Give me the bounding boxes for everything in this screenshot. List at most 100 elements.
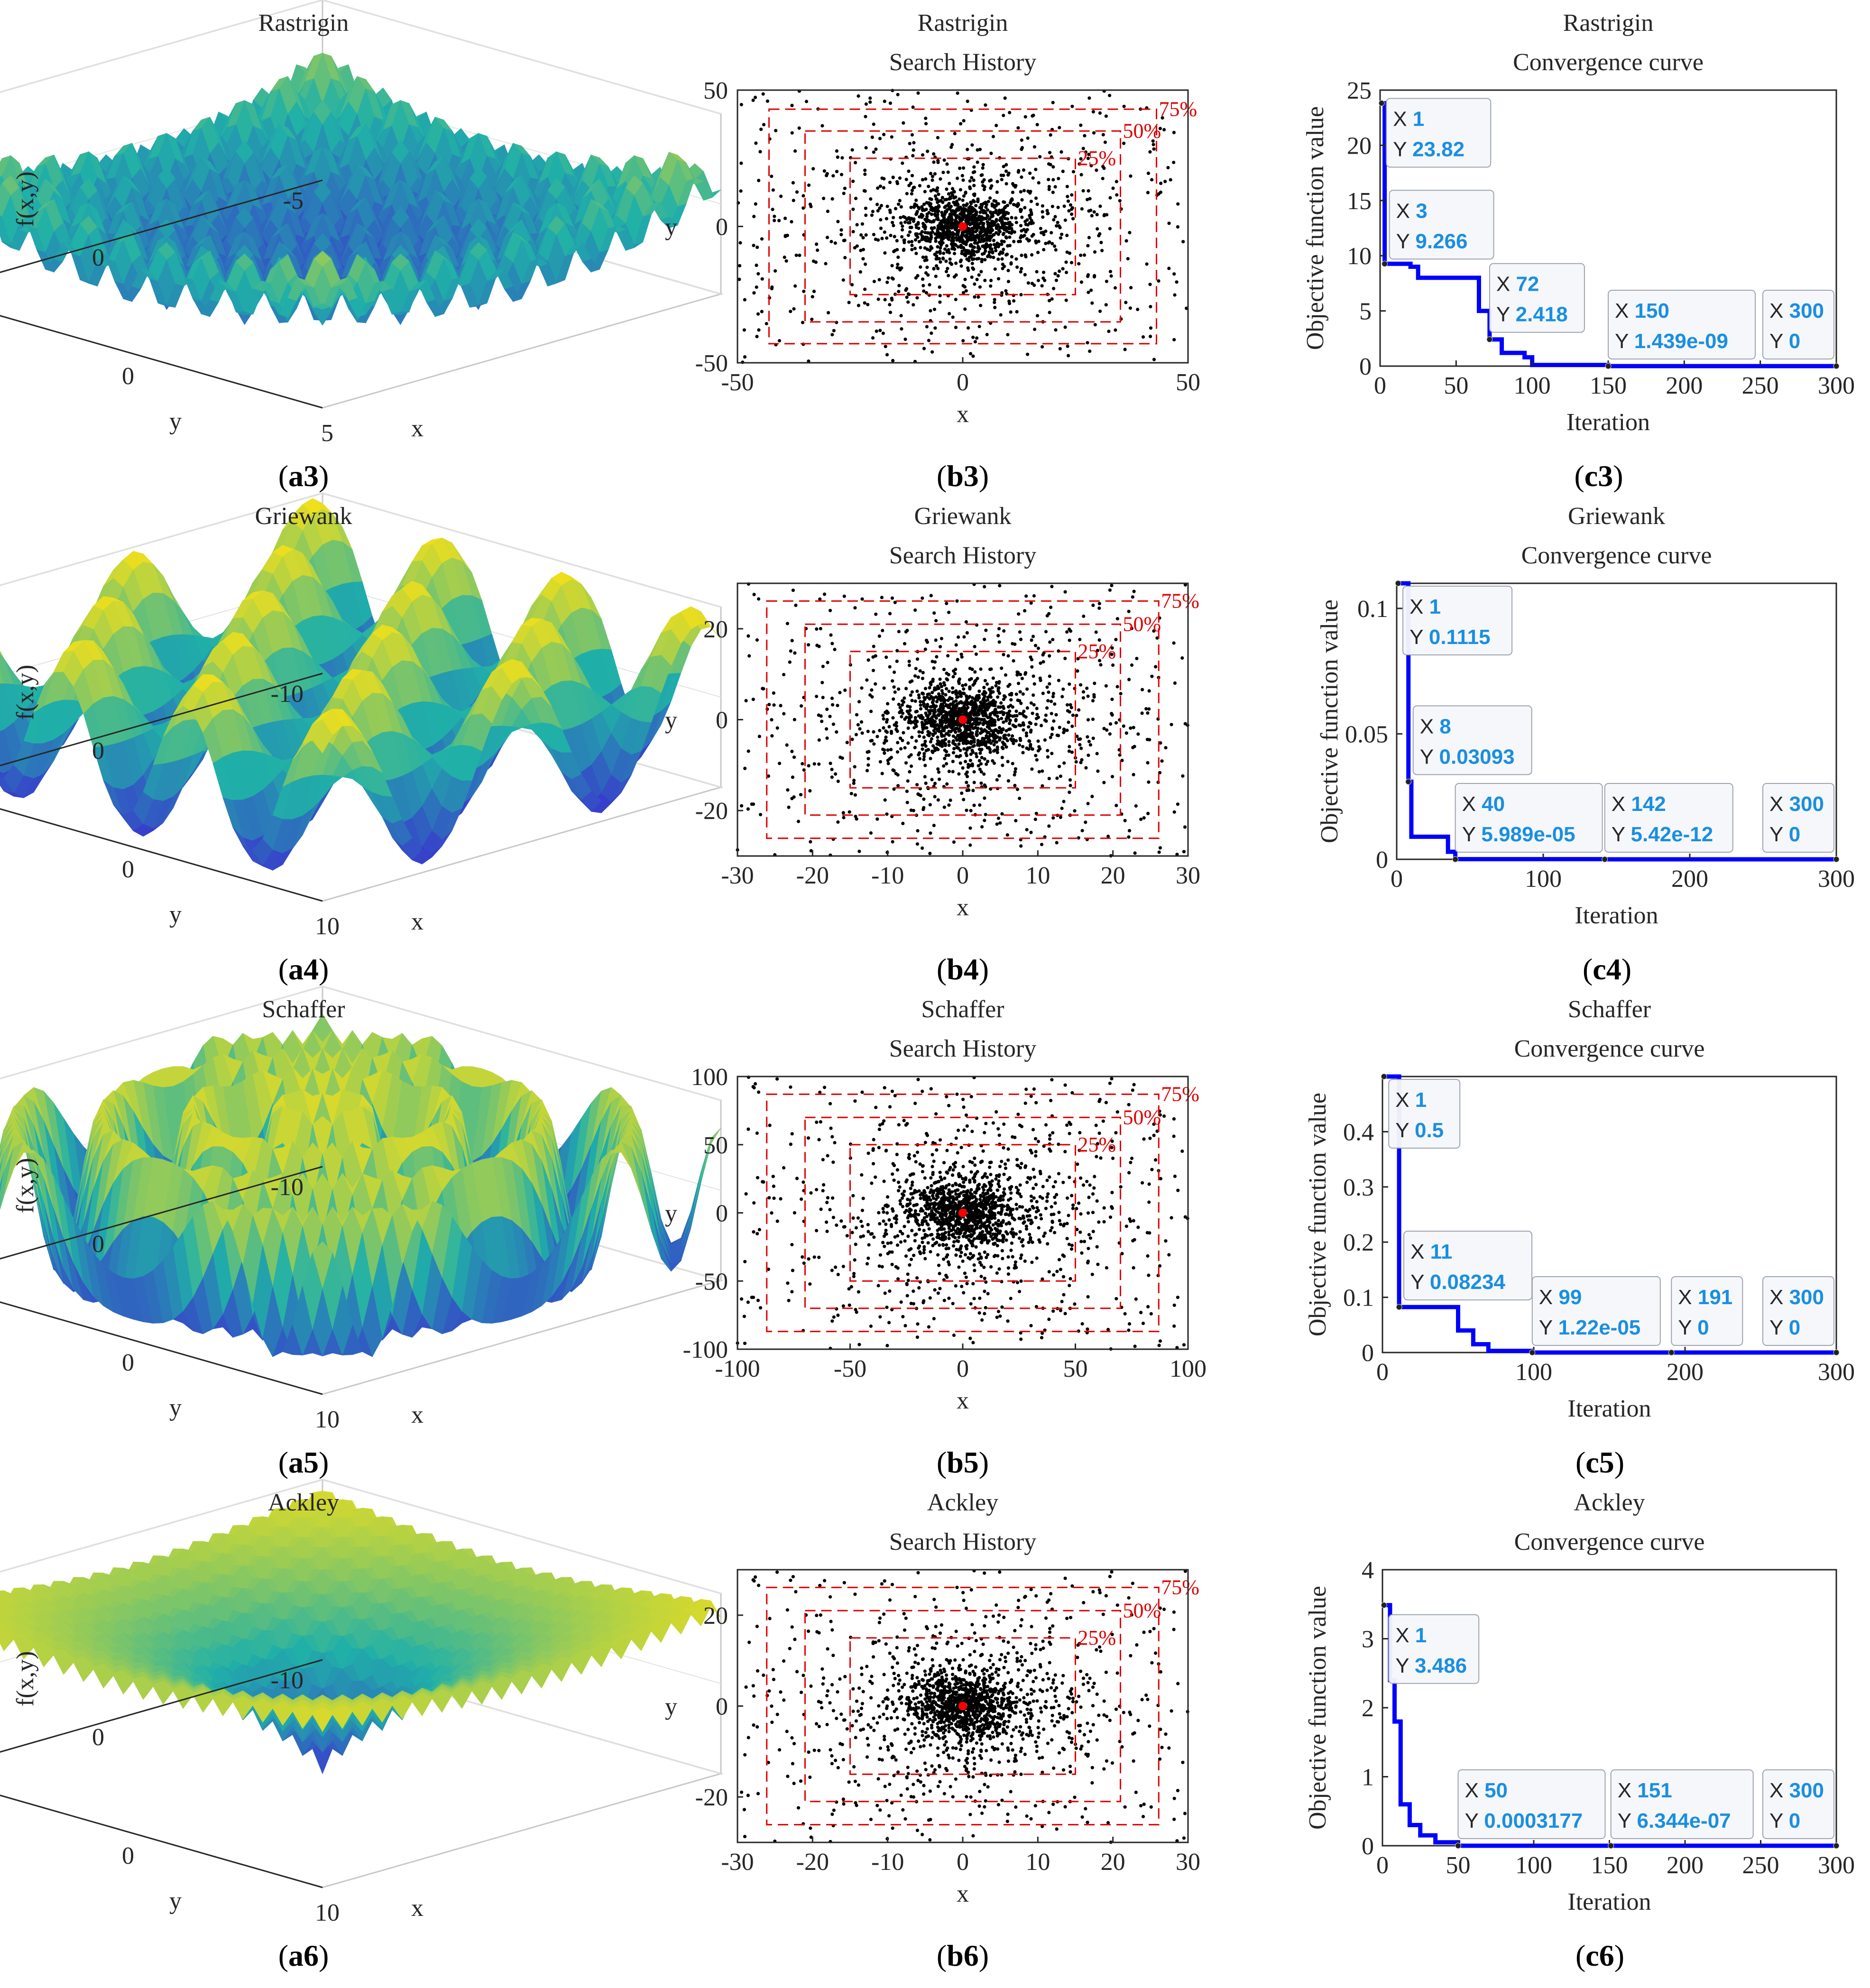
search-point [1008, 201, 1012, 205]
search-point [936, 186, 940, 190]
datatip-x-row: X 150 [1615, 299, 1669, 322]
datatip-y-key: Y [1496, 303, 1516, 326]
search-point [941, 171, 945, 175]
search-point [1036, 278, 1040, 283]
search-point [1010, 197, 1014, 201]
search-point [934, 275, 938, 278]
search-point [975, 250, 979, 254]
search-point [974, 230, 977, 234]
datatip: X 1Y 23.82 [1378, 98, 1492, 168]
search-point [1105, 279, 1108, 283]
search-point [879, 218, 883, 222]
search-point [1025, 218, 1029, 222]
search-point [984, 216, 988, 220]
search-point [840, 156, 844, 160]
search-point [982, 244, 986, 248]
search-point [995, 180, 999, 184]
search-point [911, 105, 915, 109]
search-point [914, 233, 918, 237]
datatip-x-key: X [1496, 273, 1516, 296]
search-point [874, 147, 878, 151]
search-point [760, 310, 764, 313]
search-point [985, 239, 989, 242]
search-point [903, 337, 907, 341]
search-point [1004, 236, 1008, 240]
search-point [807, 183, 811, 187]
search-point [1061, 169, 1065, 173]
search-point [910, 243, 914, 248]
search-point [765, 99, 769, 103]
search-point [973, 282, 976, 286]
search-point [953, 202, 957, 207]
search-point [1086, 244, 1090, 248]
search-point [1000, 178, 1004, 182]
search-point [1066, 199, 1070, 203]
x-axis-label: Iteration [1566, 409, 1650, 436]
search-point [950, 187, 955, 191]
search-point [853, 246, 857, 250]
search-point [847, 301, 851, 304]
search-point [927, 339, 930, 342]
search-point [1014, 221, 1018, 224]
search-point [754, 141, 758, 145]
search-point [1145, 262, 1149, 266]
search-point [910, 174, 914, 177]
search-point [870, 213, 874, 217]
search-point [1148, 283, 1152, 286]
search-point [1008, 235, 1012, 239]
search-point [777, 339, 782, 343]
search-point [864, 213, 868, 217]
search-point [862, 189, 866, 193]
search-point [978, 211, 982, 214]
search-point [948, 257, 952, 261]
x-axis-label: x [411, 415, 424, 442]
search-point [896, 255, 900, 259]
search-point [952, 225, 956, 229]
convergence-subtitle: Convergence curve [1513, 49, 1704, 76]
y-axis-label: Objective function value [1302, 106, 1329, 350]
search-point [895, 182, 899, 185]
datatip-x-value: 300 [1789, 299, 1824, 322]
x-tick-label: 50 [1444, 372, 1468, 399]
search-point [889, 233, 893, 238]
search-point [1149, 326, 1153, 330]
y-tick-label: -5 [283, 187, 304, 214]
search-point [888, 208, 892, 212]
panel-label-id: a3 [288, 459, 319, 493]
search-point [752, 291, 756, 295]
search-point [1113, 286, 1117, 290]
search-point [1056, 274, 1060, 278]
search-point [978, 285, 982, 289]
search-point [1060, 232, 1064, 236]
search-point [1001, 208, 1005, 212]
search-point [1118, 199, 1122, 202]
search-point [1019, 208, 1023, 212]
search-point [913, 238, 918, 242]
search-point [1023, 115, 1027, 119]
panel-label-close: ) [979, 459, 989, 493]
search-point [940, 237, 944, 241]
search-point [990, 202, 994, 206]
search-point [909, 182, 912, 185]
search-point [896, 92, 900, 97]
search-point [859, 233, 863, 237]
search-point [925, 212, 929, 216]
search-point [928, 204, 932, 208]
search-point [966, 100, 969, 103]
search-point [961, 178, 965, 182]
search-point [1045, 209, 1049, 212]
search-point [1167, 267, 1171, 270]
search-point [884, 345, 887, 349]
search-point [996, 232, 1000, 236]
search-point [1002, 113, 1005, 118]
search-point [811, 259, 816, 263]
search-point [967, 326, 970, 330]
search-point [950, 247, 954, 250]
search-point [972, 234, 976, 238]
search-point [968, 179, 972, 183]
search-point [1098, 204, 1102, 208]
search-point [1020, 215, 1024, 219]
datatip-marker [1382, 260, 1388, 267]
search-point [1019, 224, 1023, 228]
